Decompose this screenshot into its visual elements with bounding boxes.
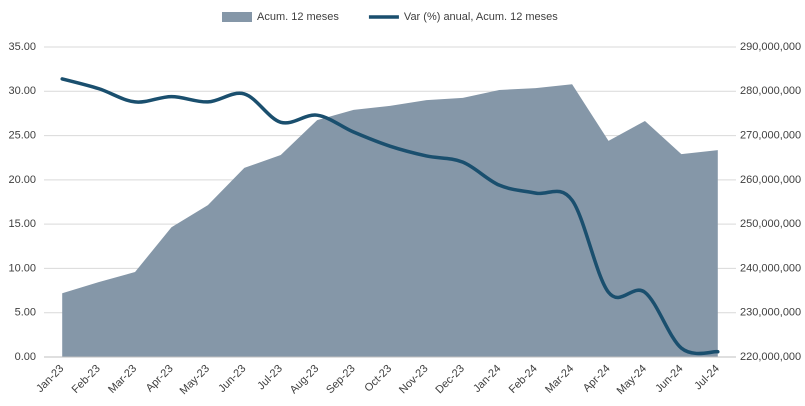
x-tick-label: Aug-23 xyxy=(288,363,322,397)
legend-swatch xyxy=(222,12,252,22)
y2-tick-label: 260,000,000 xyxy=(740,174,801,186)
x-tick-label: Feb-23 xyxy=(70,363,103,396)
x-tick-label: Dec-23 xyxy=(433,363,467,397)
legend-label: Var (%) anual, Acum. 12 meses xyxy=(404,11,558,23)
x-tick-label: Jan-23 xyxy=(34,363,66,395)
y-tick-label: 20.00 xyxy=(8,174,36,186)
x-tick-label: Sep-23 xyxy=(324,363,358,397)
x-tick-label: Jan-24 xyxy=(471,363,503,395)
area xyxy=(62,84,718,357)
y2-tick-label: 280,000,000 xyxy=(740,85,801,97)
y2-tick-label: 250,000,000 xyxy=(740,218,801,230)
x-tick-label: May-24 xyxy=(615,363,649,397)
x-tick-label: Mar-23 xyxy=(106,363,139,396)
line xyxy=(60,77,720,356)
y-tick-label: 15.00 xyxy=(8,218,36,230)
y2-tick-label: 220,000,000 xyxy=(740,351,801,363)
x-tick-label: Apr-23 xyxy=(144,363,176,395)
y2-tick-label: 230,000,000 xyxy=(740,307,801,319)
x-tick-label: Jun-23 xyxy=(216,363,248,395)
y2-tick-label: 290,000,000 xyxy=(740,41,801,53)
x-tick-label: Feb-24 xyxy=(507,363,540,396)
legend-label: Acum. 12 meses xyxy=(257,11,339,23)
x-tick-label: Jul-23 xyxy=(255,363,285,393)
x-tick-label: Nov-23 xyxy=(397,363,431,397)
x-tick-label: Jul-24 xyxy=(692,363,722,393)
y-tick-label: 0.00 xyxy=(15,351,36,363)
y-tick-label: 25.00 xyxy=(8,129,36,141)
x-tick-label: Jun-24 xyxy=(653,363,685,395)
y2-tick-label: 240,000,000 xyxy=(740,262,801,274)
y2-tick-label: 270,000,000 xyxy=(740,129,801,141)
x-tick-label: Mar-24 xyxy=(543,363,576,396)
x-tick-label: Apr-24 xyxy=(581,363,613,395)
x-tick-label: Oct-23 xyxy=(362,363,394,395)
y-tick-label: 5.00 xyxy=(15,307,36,319)
y-tick-label: 10.00 xyxy=(8,262,36,274)
y-tick-label: 35.00 xyxy=(8,41,36,53)
y-tick-label: 30.00 xyxy=(8,85,36,97)
x-tick-label: May-23 xyxy=(178,363,212,397)
